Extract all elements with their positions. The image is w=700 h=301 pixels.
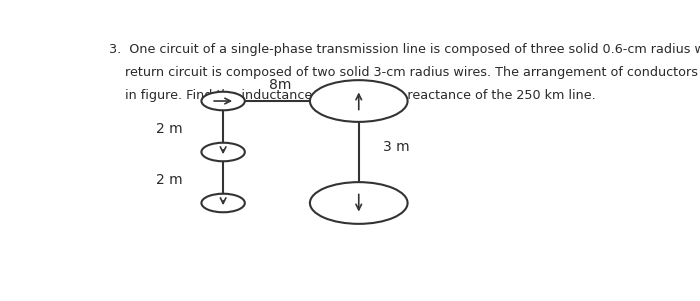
Circle shape: [310, 182, 407, 224]
Text: 3.  One circuit of a single-phase transmission line is composed of three solid 0: 3. One circuit of a single-phase transmi…: [109, 43, 700, 56]
Text: 2 m: 2 m: [156, 122, 183, 136]
Text: return circuit is composed of two solid 3-cm radius wires. The arrangement of co: return circuit is composed of two solid …: [109, 66, 700, 79]
Text: 8m: 8m: [269, 78, 291, 92]
Circle shape: [310, 80, 407, 122]
Text: 2 m: 2 m: [156, 173, 183, 187]
Circle shape: [202, 92, 245, 110]
Circle shape: [202, 194, 245, 212]
Circle shape: [202, 143, 245, 161]
Text: 3 m: 3 m: [383, 140, 410, 154]
Text: in figure. Find the inductance and inductive reactance of the 250 km line.: in figure. Find the inductance and induc…: [109, 89, 596, 102]
